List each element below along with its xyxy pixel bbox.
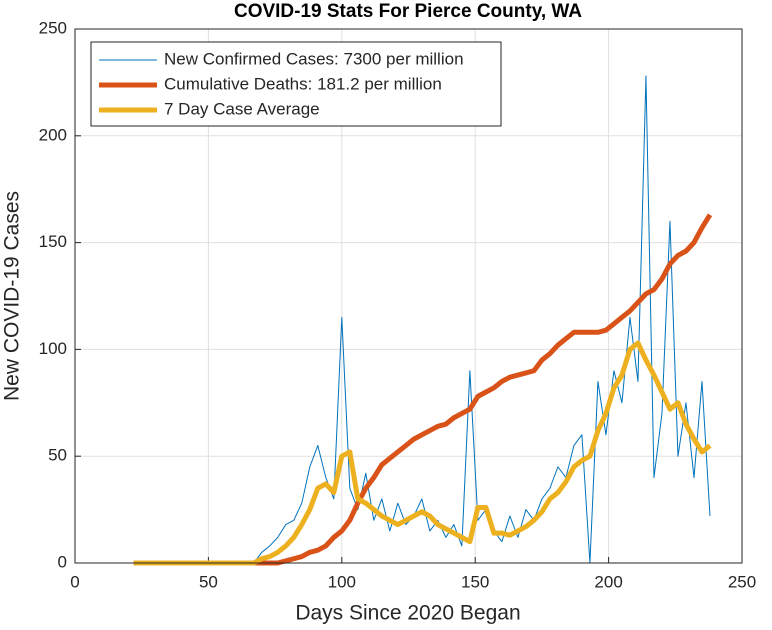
- legend-label: Cumulative Deaths: 181.2 per million: [164, 74, 442, 93]
- y-tick-label: 250: [39, 18, 67, 37]
- y-tick-label: 100: [39, 339, 67, 358]
- legend-label: 7 Day Case Average: [164, 99, 320, 118]
- y-tick-label: 0: [58, 552, 67, 571]
- legend-label: New Confirmed Cases: 7300 per million: [164, 49, 464, 68]
- chart-title: COVID-19 Stats For Pierce County, WA: [234, 1, 582, 22]
- x-tick-label: 200: [594, 572, 622, 591]
- y-axis-label: New COVID-19 Cases: [1, 191, 24, 401]
- x-tick-label: 250: [728, 572, 756, 591]
- y-tick-label: 50: [48, 446, 67, 465]
- axes-box: [74, 28, 743, 564]
- x-tick-label: 150: [461, 572, 489, 591]
- x-tick-label: 0: [70, 572, 79, 591]
- x-tick-label: 50: [199, 572, 218, 591]
- legend: New Confirmed Cases: 7300 per million Cum…: [90, 41, 502, 127]
- y-tick-label: 200: [39, 125, 67, 144]
- x-tick-label: 100: [328, 572, 356, 591]
- y-tick-label: 150: [39, 232, 67, 251]
- legend-box: [90, 41, 502, 127]
- x-axis-label: Days Since 2020 Began: [295, 602, 520, 625]
